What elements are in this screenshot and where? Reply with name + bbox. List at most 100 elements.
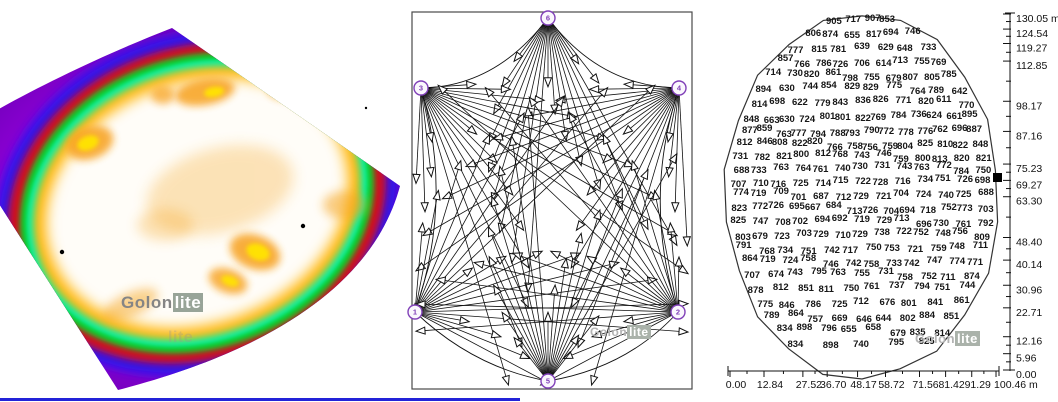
field-value: 694 bbox=[899, 205, 916, 216]
field-value: 859 bbox=[757, 123, 773, 134]
field-value: 802 bbox=[900, 313, 916, 324]
arrow-head bbox=[585, 255, 598, 265]
arrow-head bbox=[501, 311, 511, 323]
field-value: 743 bbox=[897, 161, 913, 172]
y-axis-label: 63.30 bbox=[1016, 196, 1042, 208]
field-value: 624 bbox=[926, 110, 943, 121]
field-value: 794 bbox=[810, 129, 827, 140]
arrow-head bbox=[414, 326, 426, 335]
field-value: 829 bbox=[844, 81, 860, 92]
arrow-head bbox=[560, 257, 569, 269]
field-value: 861 bbox=[954, 295, 971, 306]
arrow-head bbox=[668, 234, 678, 247]
arrow-head bbox=[550, 283, 559, 295]
field-value: 864 bbox=[788, 308, 805, 319]
arrow-head bbox=[466, 80, 478, 90]
y-axis-label: 130.05 m bbox=[1016, 13, 1058, 25]
arrow-head bbox=[588, 84, 600, 94]
watermark-text-lite: lite bbox=[955, 331, 980, 346]
field-value: 834 bbox=[787, 339, 804, 350]
arrow-head bbox=[593, 178, 602, 191]
field-value: 719 bbox=[751, 188, 767, 199]
field-value: 825 bbox=[730, 215, 747, 226]
field-value: 762 bbox=[932, 124, 948, 135]
field-value: 611 bbox=[936, 94, 952, 105]
field-value: 698 bbox=[975, 175, 991, 186]
field-value: 729 bbox=[853, 191, 869, 202]
arrow-head bbox=[466, 124, 478, 135]
field-value: 810 bbox=[937, 139, 953, 150]
field-value: 772 bbox=[752, 201, 768, 212]
field-value: 794 bbox=[914, 281, 931, 292]
heatmap-dot bbox=[364, 106, 368, 110]
field-value: 748 bbox=[935, 228, 951, 239]
field-value: 655 bbox=[844, 30, 861, 41]
field-value: 861 bbox=[825, 67, 842, 78]
arrow-head bbox=[500, 84, 512, 94]
arrow-head bbox=[560, 130, 569, 142]
field-value: 877 bbox=[742, 125, 758, 136]
arrow-head bbox=[417, 221, 427, 233]
field-value: 642 bbox=[952, 86, 968, 97]
field-value: 679 bbox=[752, 231, 768, 242]
field-value: 734 bbox=[777, 245, 794, 256]
arrow-head bbox=[484, 86, 495, 98]
field-value: 730 bbox=[787, 68, 803, 79]
field-value: 707 bbox=[744, 270, 760, 281]
x-axis-label: 0.00 bbox=[726, 379, 747, 391]
field-value: 826 bbox=[873, 94, 889, 105]
field-value: 864 bbox=[742, 253, 759, 264]
field-value: 688 bbox=[734, 165, 750, 176]
watermark-text-lite: lite bbox=[172, 293, 204, 312]
field-value: 630 bbox=[779, 83, 795, 94]
field-value: 740 bbox=[938, 190, 954, 201]
arrow-head bbox=[590, 330, 603, 339]
field-value: 768 bbox=[832, 149, 848, 160]
field-value: 848 bbox=[743, 114, 759, 125]
field-value: 820 bbox=[918, 96, 934, 107]
field-value: 801 bbox=[835, 112, 852, 123]
field-value: 848 bbox=[972, 139, 988, 150]
arrow-head bbox=[622, 80, 634, 90]
field-value: 793 bbox=[844, 128, 860, 139]
field-value: 729 bbox=[813, 229, 829, 240]
field-value: 722 bbox=[896, 226, 912, 237]
field-value: 809 bbox=[974, 232, 990, 243]
bottom-blue-line bbox=[0, 398, 520, 401]
field-value: 751 bbox=[801, 246, 818, 257]
field-value: 755 bbox=[864, 72, 881, 83]
heatmap-hotspot bbox=[77, 135, 99, 151]
field-value: 669 bbox=[832, 313, 848, 324]
heatmap-hotspot bbox=[204, 86, 224, 98]
field-value: 792 bbox=[978, 218, 994, 229]
field-value: 639 bbox=[854, 41, 870, 52]
field-value: 648 bbox=[897, 43, 913, 54]
y-axis-label: 124.54 bbox=[1016, 28, 1048, 40]
x-axis-label: 48.17 bbox=[850, 379, 876, 391]
field-value: 733 bbox=[886, 258, 902, 269]
field-value: 766 bbox=[827, 142, 843, 153]
arrow-head bbox=[554, 96, 565, 108]
heatmap-hotspot bbox=[323, 191, 367, 219]
field-value: 734 bbox=[917, 174, 934, 185]
field-value: 711 bbox=[940, 272, 956, 283]
field-value: 804 bbox=[897, 141, 914, 152]
arrow-head bbox=[569, 334, 580, 346]
arrow-head bbox=[519, 350, 531, 360]
arrow-head bbox=[630, 159, 639, 171]
field-value: 715 bbox=[833, 175, 850, 186]
field-value: 800 bbox=[793, 149, 809, 160]
field-value: 895 bbox=[962, 109, 979, 120]
arrow-head bbox=[508, 134, 518, 147]
watermark-golonlite-left: Golon lite bbox=[121, 293, 204, 313]
heatmap-hotspot bbox=[137, 209, 193, 241]
watermark-text: Golon bbox=[121, 293, 173, 312]
field-value: 759 bbox=[893, 154, 909, 165]
heatmap-hotspot bbox=[146, 145, 294, 235]
arrow-head bbox=[622, 315, 634, 325]
field-value: 874 bbox=[822, 29, 839, 40]
field-value: 684 bbox=[826, 200, 843, 211]
heatmap-hotspot bbox=[151, 86, 175, 104]
